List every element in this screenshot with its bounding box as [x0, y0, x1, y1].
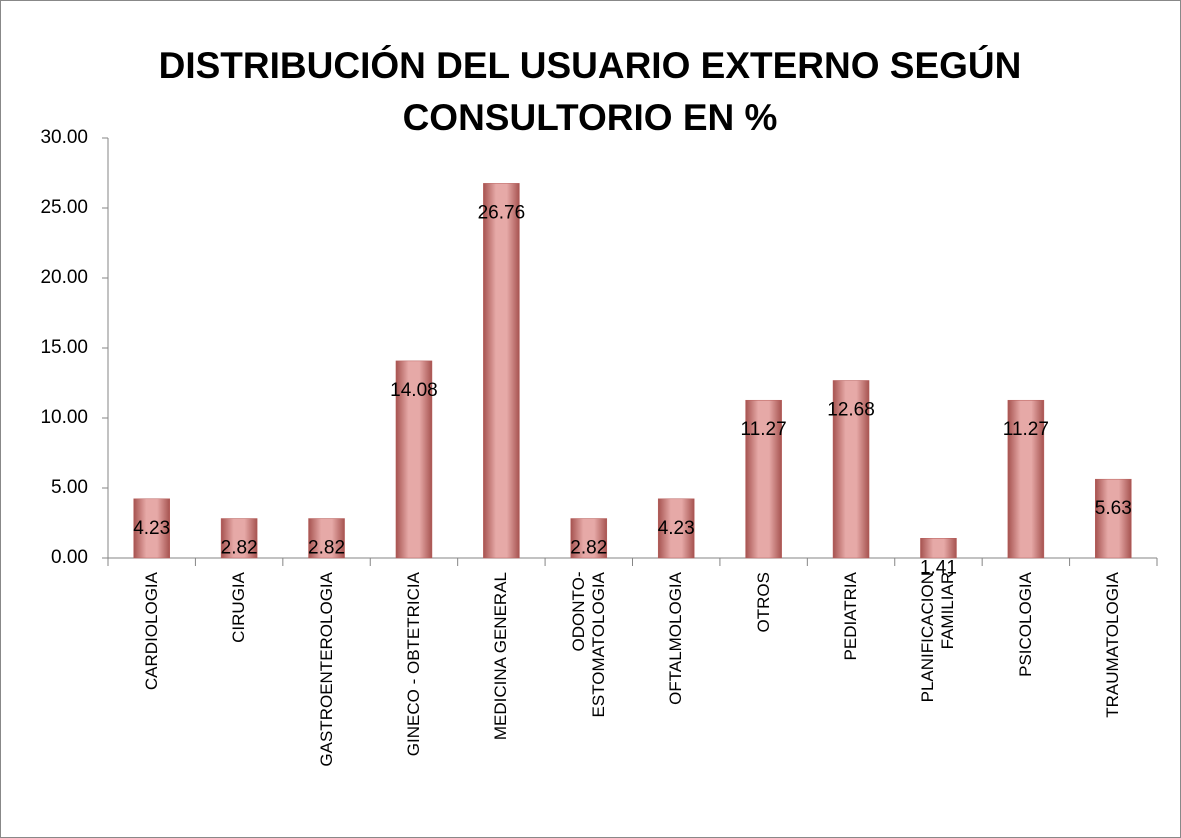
- bar: [745, 399, 782, 559]
- value-label: 14.08: [390, 380, 438, 401]
- bar: [920, 538, 957, 559]
- chart-title: DISTRIBUCIÓN DEL USUARIO EXTERNO SEGÚN C…: [158, 45, 1022, 138]
- bar: [483, 183, 520, 559]
- bar: [570, 518, 608, 559]
- bar: [220, 518, 258, 559]
- y-tick-label: 10.00: [40, 407, 88, 428]
- value-label: 5.63: [1095, 498, 1132, 519]
- value-label: 11.27: [741, 419, 787, 440]
- value-label: 12.68: [827, 399, 875, 420]
- x-tick-label: GASTROENTEROLOGIA: [316, 572, 336, 767]
- bar: [657, 498, 695, 559]
- value-label: 1.41: [920, 557, 957, 578]
- value-label: 11.27: [1003, 419, 1049, 440]
- bar: [395, 360, 433, 559]
- y-tick-label: 15.00: [40, 337, 88, 358]
- y-tick-label: 25.00: [40, 197, 88, 218]
- y-tick-label: 0.00: [51, 547, 88, 568]
- bar: [133, 498, 170, 559]
- value-label: 26.76: [478, 202, 526, 223]
- value-label: 2.82: [221, 538, 258, 559]
- x-tick-label: GINECO - OBTETRICIA: [403, 572, 423, 757]
- x-tick-label: TRAUMATOLOGIA: [1103, 572, 1123, 718]
- y-tick-label: 5.00: [51, 477, 88, 498]
- value-label: 2.82: [570, 538, 607, 559]
- x-tick-label: PLANIFICACION FAMILIAR: [918, 572, 958, 703]
- x-tick-label: PEDIATRIA: [841, 572, 861, 661]
- bar: [1007, 399, 1045, 559]
- x-tick-label: ODONTO- ESTOMATOLOGIA: [568, 572, 608, 718]
- x-tick-label: PSICOLOGIA: [1015, 572, 1035, 677]
- x-tick-label: OFTALMOLOGIA: [666, 572, 686, 705]
- x-tick-label: MEDICINA GENERAL: [491, 572, 511, 741]
- y-tick-label: 20.00: [40, 267, 88, 288]
- x-tick-label: OTROS: [753, 572, 773, 633]
- bar: [832, 380, 870, 559]
- value-label: 2.82: [308, 538, 345, 559]
- y-tick-label: 30.00: [40, 127, 88, 148]
- value-label: 4.23: [658, 518, 695, 539]
- value-label: 4.23: [133, 518, 170, 539]
- bar: [308, 518, 345, 559]
- x-tick-label: CIRUGIA: [229, 572, 249, 643]
- x-tick-label: CARDIOLOGIA: [141, 572, 161, 691]
- bar: [1095, 478, 1132, 559]
